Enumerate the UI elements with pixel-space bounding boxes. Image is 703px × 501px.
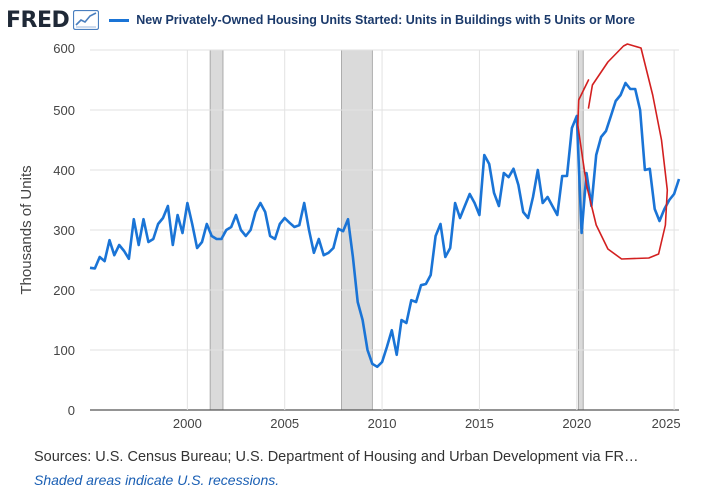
x-axis-ticks: 2000 2005 2010 2015 2020 2025 [173, 416, 681, 431]
x-tick-label: 2000 [173, 416, 202, 431]
recession-note: Shaded areas indicate U.S. recessions. [34, 472, 280, 488]
series-layer [89, 81, 681, 369]
legend-swatch [109, 18, 130, 22]
x-tick-label: 2005 [270, 416, 299, 431]
y-tick-label: 100 [53, 343, 75, 358]
y-axis-ticks: 0 100 200 300 400 500 600 [53, 41, 75, 418]
x-tick-label: 2015 [465, 416, 494, 431]
fred-logo[interactable]: FRED [6, 7, 70, 33]
y-tick-label: 200 [53, 283, 75, 298]
x-tick-label: 2025 [652, 416, 681, 431]
x-tick-label: 2020 [562, 416, 591, 431]
header: FRED New Privately-Owned Housing Units S… [6, 6, 696, 34]
footer-sources: Sources: U.S. Census Bureau; U.S. Depart… [34, 449, 639, 465]
y-tick-label: 600 [53, 41, 75, 56]
series-line [89, 81, 681, 369]
y-tick-label: 300 [53, 223, 75, 238]
highlight-annotation [577, 43, 669, 260]
line-chart-icon [73, 10, 100, 30]
annotation-layer [577, 43, 669, 260]
x-tick-label: 2010 [368, 416, 397, 431]
y-axis-label: Thousands of Units [18, 165, 35, 294]
series-title[interactable]: New Privately-Owned Housing Units Starte… [136, 13, 635, 27]
y-tick-label: 400 [53, 163, 75, 178]
y-tick-label: 0 [68, 403, 75, 418]
gridlines [90, 49, 679, 411]
y-tick-label: 500 [53, 103, 75, 118]
